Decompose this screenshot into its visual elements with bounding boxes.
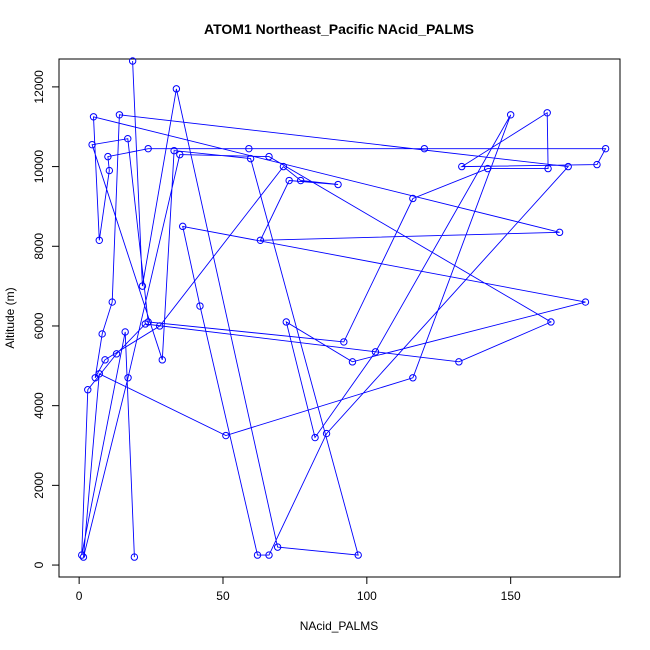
data-point [141, 320, 150, 328]
x-tick-label: 50 [216, 589, 230, 603]
data-point [246, 154, 255, 163]
series-line [81, 60, 607, 558]
data-point [124, 374, 132, 382]
y-tick-label: 10000 [32, 150, 46, 184]
data-point [108, 298, 116, 306]
data-point [581, 298, 590, 306]
data-point [112, 350, 121, 358]
chart-title: ATOM1 Northeast_Pacific NAcid_PALMS [204, 21, 474, 37]
data-point [311, 433, 319, 442]
data-point [84, 386, 92, 394]
y-tick-label: 8000 [32, 233, 46, 260]
data-point [564, 162, 572, 171]
data-point [253, 551, 262, 559]
data-point [544, 164, 552, 173]
data-point [555, 228, 564, 237]
y-tick-label: 2000 [32, 472, 46, 499]
data-point [124, 134, 132, 143]
data-point [340, 338, 348, 346]
data-point [95, 236, 103, 245]
data-point [88, 140, 96, 149]
data-point [279, 162, 288, 171]
data-point [282, 318, 290, 326]
x-tick-label: 150 [501, 589, 521, 603]
data-point [121, 328, 129, 336]
data-point [179, 222, 187, 231]
y-tick-label: 12000 [32, 70, 46, 104]
data-point [601, 144, 610, 153]
data-point [354, 551, 362, 559]
y-axis-label: Altitude (m) [3, 287, 17, 348]
y-tick-label: 6000 [32, 312, 46, 339]
plot-frame [58, 58, 621, 578]
data-point [138, 282, 147, 290]
data-point [409, 374, 417, 382]
x-tick-label: 100 [357, 589, 377, 603]
data-point [91, 374, 99, 382]
data-point [543, 109, 551, 117]
data-point [322, 429, 331, 438]
data-point [420, 144, 429, 153]
data-point [409, 194, 417, 203]
data-point [172, 85, 181, 93]
data-point [155, 322, 164, 330]
data-point [95, 370, 103, 378]
data-point [348, 358, 357, 366]
data-point [104, 152, 112, 161]
data-point [371, 348, 380, 356]
series-layer [78, 57, 610, 561]
data-point [130, 553, 139, 561]
data-point [196, 302, 204, 310]
data-point [265, 551, 273, 559]
y-axis: 0 2000 4000 6000 8000 10000 12000 [32, 70, 60, 568]
data-point [170, 146, 178, 155]
y-tick-label: 4000 [32, 392, 46, 419]
data-point [78, 551, 86, 559]
data-point [98, 330, 106, 338]
data-point [265, 152, 273, 161]
x-axis: 0 50 100 150 [76, 576, 521, 603]
data-point [334, 180, 342, 189]
data-point [296, 176, 305, 185]
data-point [158, 356, 166, 364]
data-point [547, 318, 555, 326]
data-point [256, 236, 265, 245]
data-point [176, 150, 184, 159]
data-point [79, 553, 88, 561]
data-point [273, 543, 282, 551]
data-point [144, 144, 152, 153]
data-point [455, 358, 463, 366]
x-tick-label: 0 [76, 589, 83, 603]
data-point [245, 144, 253, 153]
data-point [506, 111, 515, 119]
data-point [101, 356, 109, 364]
data-point [483, 164, 492, 173]
data-point [222, 431, 230, 440]
data-point [115, 111, 124, 119]
data-point [593, 160, 601, 169]
x-axis-label: NAcid_PALMS [300, 619, 378, 633]
y-tick-label: 0 [32, 561, 46, 568]
data-point [458, 162, 466, 171]
data-point [285, 176, 293, 185]
data-point [105, 166, 114, 175]
data-point [128, 57, 137, 65]
data-point [89, 113, 98, 121]
